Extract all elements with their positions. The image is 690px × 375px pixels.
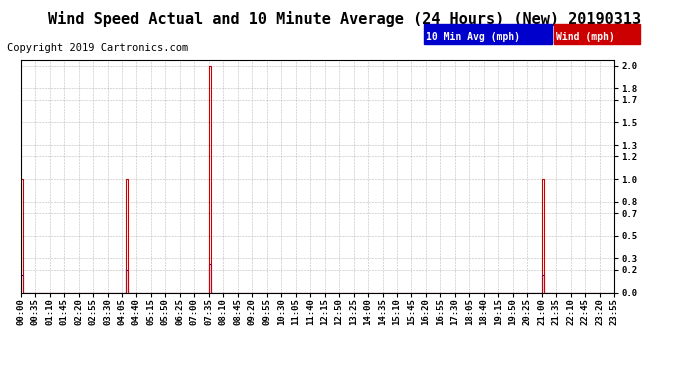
Text: 10 Min Avg (mph): 10 Min Avg (mph) (426, 32, 520, 42)
Text: Wind Speed Actual and 10 Minute Average (24 Hours) (New) 20190313: Wind Speed Actual and 10 Minute Average … (48, 11, 642, 27)
Text: Copyright 2019 Cartronics.com: Copyright 2019 Cartronics.com (7, 43, 188, 53)
Text: Wind (mph): Wind (mph) (556, 32, 615, 42)
